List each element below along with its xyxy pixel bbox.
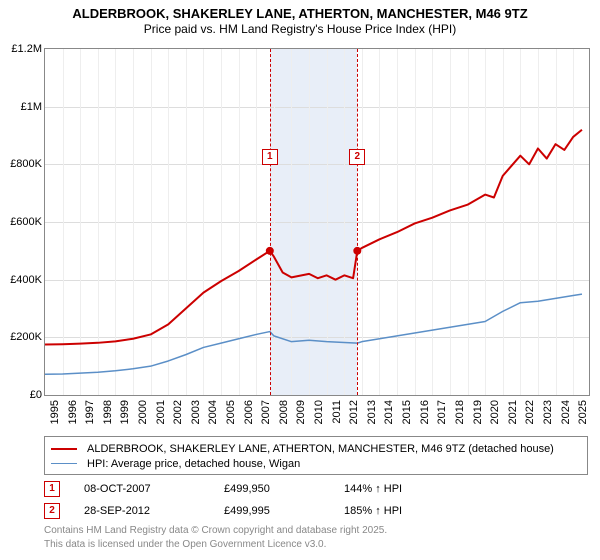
- legend-label-hpi: HPI: Average price, detached house, Wiga…: [87, 458, 300, 470]
- legend: ALDERBROOK, SHAKERLEY LANE, ATHERTON, MA…: [44, 436, 588, 475]
- x-tick-label: 2011: [331, 400, 343, 424]
- y-tick-label: £600K: [2, 216, 42, 228]
- x-tick-label: 2005: [225, 400, 237, 424]
- plot-area: 12: [44, 48, 590, 396]
- marker-line-1: [270, 49, 271, 395]
- x-tick-label: 2010: [313, 400, 325, 424]
- event-row-1: 1 08-OCT-2007 £499,950 144% ↑ HPI: [44, 478, 588, 500]
- x-tick-label: 2004: [207, 400, 219, 424]
- x-tick-label: 1997: [84, 400, 96, 424]
- x-tick-label: 2002: [172, 400, 184, 424]
- legend-row-hpi: HPI: Average price, detached house, Wiga…: [51, 456, 581, 471]
- x-tick-label: 2019: [472, 400, 484, 424]
- events-table: 1 08-OCT-2007 £499,950 144% ↑ HPI 2 28-S…: [44, 478, 588, 522]
- legend-label-price-paid: ALDERBROOK, SHAKERLEY LANE, ATHERTON, MA…: [87, 443, 554, 455]
- x-tick-label: 1999: [119, 400, 131, 424]
- x-tick-label: 1998: [102, 400, 114, 424]
- x-tick-label: 2014: [383, 400, 395, 424]
- y-tick-label: £800K: [2, 158, 42, 170]
- title-line-1: ALDERBROOK, SHAKERLEY LANE, ATHERTON, MA…: [0, 6, 600, 22]
- x-tick-label: 2000: [137, 400, 149, 424]
- x-tick-label: 2001: [155, 400, 167, 424]
- x-tick-label: 2008: [278, 400, 290, 424]
- legend-swatch-price-paid: [51, 448, 77, 450]
- footer: Contains HM Land Registry data © Crown c…: [44, 524, 588, 551]
- x-tick-label: 2013: [366, 400, 378, 424]
- x-tick-label: 2025: [577, 400, 589, 424]
- event-marker-2: 2: [44, 503, 60, 519]
- x-tick-label: 2024: [560, 400, 572, 424]
- x-tick-label: 2015: [401, 400, 413, 424]
- y-tick-label: £0: [2, 389, 42, 401]
- x-tick-label: 2007: [260, 400, 272, 424]
- x-tick-label: 2012: [348, 400, 360, 424]
- x-tick-label: 1995: [49, 400, 61, 424]
- marker-line-2: [357, 49, 358, 395]
- event-pct-2: 185% ↑ HPI: [344, 505, 464, 517]
- event-pct-1: 144% ↑ HPI: [344, 483, 464, 495]
- x-tick-label: 2018: [454, 400, 466, 424]
- y-tick-label: £1M: [2, 101, 42, 113]
- title-block: ALDERBROOK, SHAKERLEY LANE, ATHERTON, MA…: [0, 0, 600, 37]
- x-tick-label: 2021: [507, 400, 519, 424]
- marker-number-1: 1: [262, 149, 278, 165]
- x-tick-label: 2017: [436, 400, 448, 424]
- x-tick-label: 2016: [419, 400, 431, 424]
- marker-number-2: 2: [349, 149, 365, 165]
- x-tick-label: 1996: [67, 400, 79, 424]
- y-tick-label: £200K: [2, 331, 42, 343]
- x-tick-label: 2020: [489, 400, 501, 424]
- event-marker-1: 1: [44, 481, 60, 497]
- x-tick-label: 2003: [190, 400, 202, 424]
- series-hpi: [45, 294, 582, 374]
- event-date-1: 08-OCT-2007: [84, 483, 224, 495]
- event-price-1: £499,950: [224, 483, 344, 495]
- x-tick-label: 2006: [243, 400, 255, 424]
- plot-svg: [45, 49, 589, 395]
- footer-line-2: This data is licensed under the Open Gov…: [44, 538, 588, 552]
- x-tick-label: 2023: [542, 400, 554, 424]
- legend-swatch-hpi: [51, 463, 77, 465]
- y-tick-label: £400K: [2, 274, 42, 286]
- chart-container: ALDERBROOK, SHAKERLEY LANE, ATHERTON, MA…: [0, 0, 600, 560]
- event-price-2: £499,995: [224, 505, 344, 517]
- footer-line-1: Contains HM Land Registry data © Crown c…: [44, 524, 588, 538]
- x-tick-label: 2009: [295, 400, 307, 424]
- y-tick-label: £1.2M: [2, 43, 42, 55]
- event-row-2: 2 28-SEP-2012 £499,995 185% ↑ HPI: [44, 500, 588, 522]
- title-line-2: Price paid vs. HM Land Registry's House …: [0, 22, 600, 37]
- x-tick-label: 2022: [524, 400, 536, 424]
- event-date-2: 28-SEP-2012: [84, 505, 224, 517]
- legend-row-price-paid: ALDERBROOK, SHAKERLEY LANE, ATHERTON, MA…: [51, 441, 581, 456]
